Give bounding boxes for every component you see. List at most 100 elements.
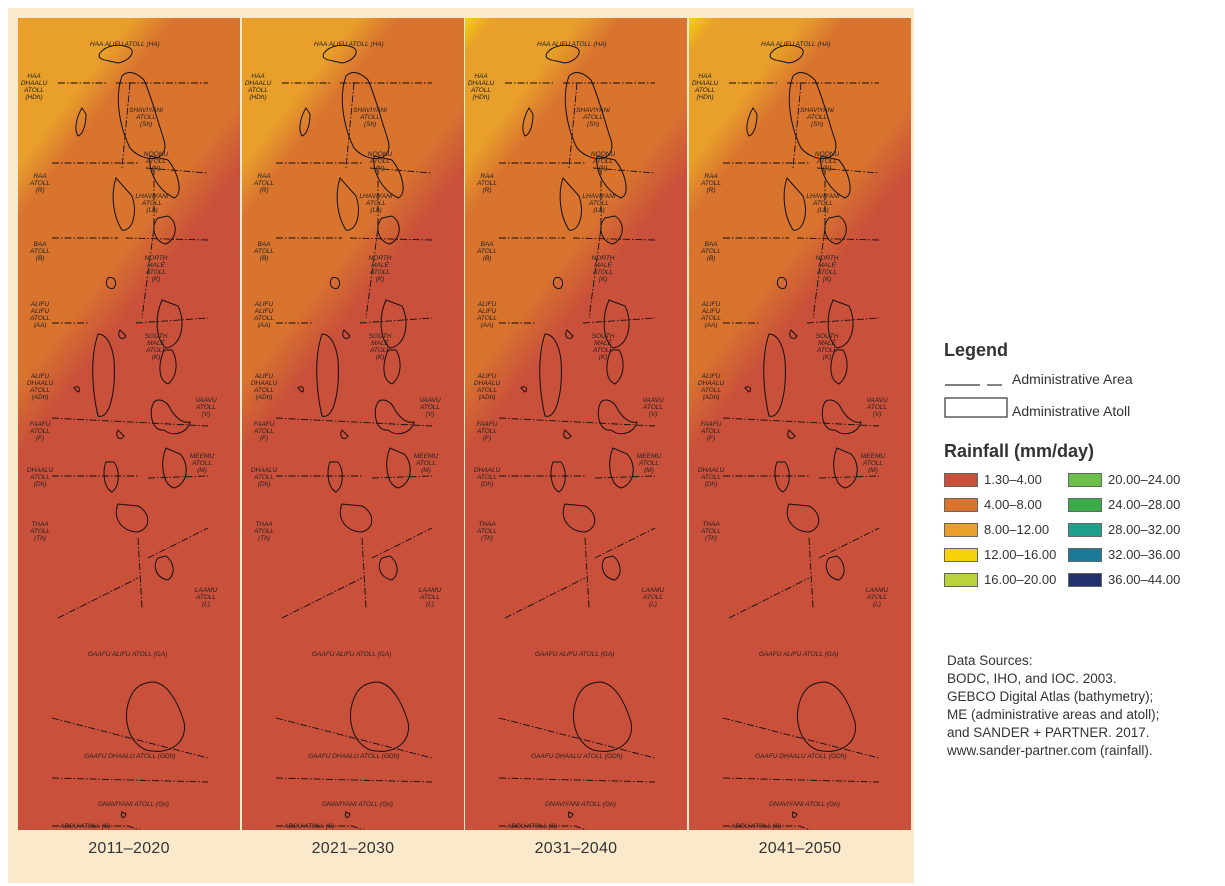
atoll-outline[interactable] [820, 155, 851, 199]
atoll-outline[interactable] [600, 215, 623, 245]
atoll-label: ADDU ATOLL (S) [59, 823, 110, 830]
atoll-outline[interactable] [374, 399, 415, 435]
atoll-label-line: NOONU [368, 151, 393, 158]
atoll-outline[interactable] [763, 333, 786, 417]
atoll-outline[interactable] [769, 44, 804, 64]
atoll-outline[interactable] [797, 681, 857, 752]
atoll-outline[interactable] [520, 386, 528, 393]
atoll-outline[interactable] [117, 72, 166, 159]
atoll-outline[interactable] [559, 177, 582, 231]
atoll-outline[interactable] [340, 429, 349, 439]
atoll-outline[interactable] [783, 177, 806, 231]
atoll-outline[interactable] [154, 555, 174, 581]
atoll-outline[interactable] [539, 333, 562, 417]
atoll-outline[interactable] [573, 681, 633, 752]
atoll-label-line: ALIFU [477, 301, 497, 308]
atoll-outline[interactable] [103, 461, 119, 493]
atoll-outline[interactable] [75, 107, 87, 137]
atoll-outline[interactable] [774, 461, 790, 493]
atoll-outline[interactable] [825, 555, 845, 581]
atoll-outline[interactable] [821, 399, 862, 435]
atoll-outline[interactable] [149, 155, 180, 199]
atoll-outline[interactable] [746, 107, 758, 137]
atoll-label-line: VAAVU [195, 397, 217, 404]
atoll-outline[interactable] [322, 44, 357, 64]
atoll-outline[interactable] [112, 177, 135, 231]
atoll-label: GNAVIYANI ATOLL (Gn) [545, 801, 616, 808]
atoll-outline[interactable] [522, 107, 534, 137]
atoll-outline[interactable] [336, 177, 359, 231]
atoll-outline[interactable] [121, 811, 127, 819]
atoll-outline[interactable] [156, 299, 183, 349]
atoll-outline[interactable] [162, 447, 187, 489]
atoll-outline[interactable] [824, 215, 847, 245]
atoll-outline[interactable] [552, 277, 564, 289]
atoll-outline[interactable] [550, 461, 566, 493]
atoll-outline[interactable] [297, 386, 305, 393]
dashed-line-icon [945, 384, 1002, 386]
map-panel[interactable]: HAA ALIFU ATOLL (HA) HAA DHAALU ATOLL (HDh) S… [18, 18, 240, 830]
atoll-label-line: MEEMU [637, 453, 662, 460]
atoll-outline[interactable] [377, 215, 400, 245]
atoll-outline[interactable] [105, 277, 117, 289]
atoll-outline[interactable] [568, 811, 574, 819]
atoll-outline[interactable] [299, 107, 311, 137]
atoll-outline[interactable] [378, 555, 398, 581]
atoll-outline[interactable] [827, 299, 854, 349]
atoll-outline[interactable] [73, 386, 81, 393]
atoll-outline[interactable] [609, 447, 634, 489]
atoll-outline[interactable] [350, 681, 410, 752]
atoll-outline[interactable] [596, 155, 627, 199]
atoll-outline[interactable] [603, 299, 630, 349]
atoll-outline[interactable] [116, 429, 125, 439]
atoll-outline[interactable] [744, 386, 752, 393]
rainfall-class: 1.30–4.00 [944, 472, 1068, 487]
atoll-outline[interactable] [153, 215, 176, 245]
atoll-outline[interactable] [830, 349, 848, 385]
atoll-outline[interactable] [316, 333, 339, 417]
atoll-outline[interactable] [606, 349, 624, 385]
atoll-outline[interactable] [118, 329, 127, 339]
atoll-outline[interactable] [327, 461, 343, 493]
atoll-label: RAA ATOLL (R) [476, 173, 497, 194]
atoll-outline[interactable] [787, 429, 796, 439]
atoll-outline[interactable] [380, 299, 407, 349]
atoll-outline[interactable] [833, 447, 858, 489]
admin-area-boundary [361, 537, 367, 609]
atoll-outline[interactable] [98, 44, 133, 64]
atoll-outline[interactable] [565, 329, 574, 339]
atoll-outline[interactable] [345, 811, 351, 819]
atoll-outline[interactable] [92, 333, 115, 417]
atoll-outline[interactable] [115, 503, 149, 533]
atoll-outline[interactable] [386, 447, 411, 489]
atoll-outline[interactable] [789, 329, 798, 339]
map-panel[interactable]: HAA ALIFU ATOLL (HA) HAA DHAALU ATOLL (HDh) S… [689, 18, 911, 830]
atoll-outline[interactable] [159, 349, 177, 385]
atoll-label-line: HAA ALIFU ATOLL (HA) [761, 41, 831, 48]
atoll-outline[interactable] [545, 44, 580, 64]
map-panel[interactable]: HAA ALIFU ATOLL (HA) HAA DHAALU ATOLL (HDh) S… [465, 18, 687, 830]
admin-area-boundary [723, 162, 880, 174]
atoll-outline[interactable] [126, 681, 186, 752]
atoll-outline[interactable] [597, 399, 638, 435]
atoll-outline[interactable] [563, 429, 572, 439]
atoll-outline[interactable] [562, 503, 596, 533]
atoll-outline[interactable] [788, 72, 837, 159]
atoll-outline[interactable] [383, 349, 401, 385]
data-sources: Data Sources: BODC, IHO, and IOC. 2003. … [947, 652, 1225, 760]
atoll-outline[interactable] [786, 503, 820, 533]
atoll-label-line: GAAFU DHAALU ATOLL (GDh) [755, 753, 847, 760]
atoll-outline[interactable] [342, 329, 351, 339]
map-panel[interactable]: HAA ALIFU ATOLL (HA) HAA DHAALU ATOLL (HDh) S… [242, 18, 464, 830]
atoll-outline[interactable] [564, 72, 613, 159]
atoll-label-line: LHAVIYANI [359, 193, 392, 200]
atoll-outline[interactable] [341, 72, 390, 159]
atoll-outline[interactable] [792, 811, 798, 819]
atoll-outline[interactable] [601, 555, 621, 581]
atoll-outline[interactable] [776, 277, 788, 289]
atoll-outline[interactable] [339, 503, 373, 533]
rainfall-surface [465, 18, 687, 830]
atoll-outline[interactable] [150, 399, 191, 435]
atoll-outline[interactable] [373, 155, 404, 199]
atoll-outline[interactable] [329, 277, 341, 289]
